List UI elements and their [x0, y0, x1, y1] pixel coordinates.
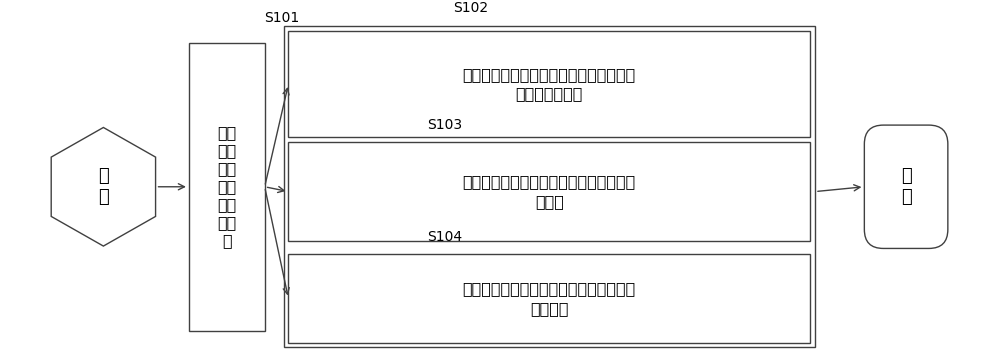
FancyBboxPatch shape [864, 125, 948, 248]
Polygon shape [51, 127, 156, 246]
Text: 结
束: 结 束 [901, 168, 911, 206]
FancyBboxPatch shape [288, 31, 810, 137]
Text: 根据获取的运转信号，智能控制发动机的
运转边界: 根据获取的运转信号，智能控制发动机的 运转边界 [463, 281, 636, 316]
FancyBboxPatch shape [288, 253, 810, 343]
Text: S103: S103 [427, 118, 463, 132]
Text: S104: S104 [427, 230, 463, 244]
FancyBboxPatch shape [189, 43, 265, 331]
FancyBboxPatch shape [284, 26, 815, 347]
Text: 获取
发动
机工
作时
的各
项参
数: 获取 发动 机工 作时 的各 项参 数 [217, 125, 236, 248]
Text: S101: S101 [264, 11, 299, 25]
Text: 开
始: 开 始 [98, 168, 109, 206]
Text: 根据获取的空燃比和排气温度，智能控制
发动机的空燃比: 根据获取的空燃比和排气温度，智能控制 发动机的空燃比 [463, 67, 636, 102]
Text: S102: S102 [453, 1, 489, 15]
FancyBboxPatch shape [288, 142, 810, 241]
Text: 根据获取的燃烧信号，智能控制发动机的
点火角: 根据获取的燃烧信号，智能控制发动机的 点火角 [463, 174, 636, 209]
